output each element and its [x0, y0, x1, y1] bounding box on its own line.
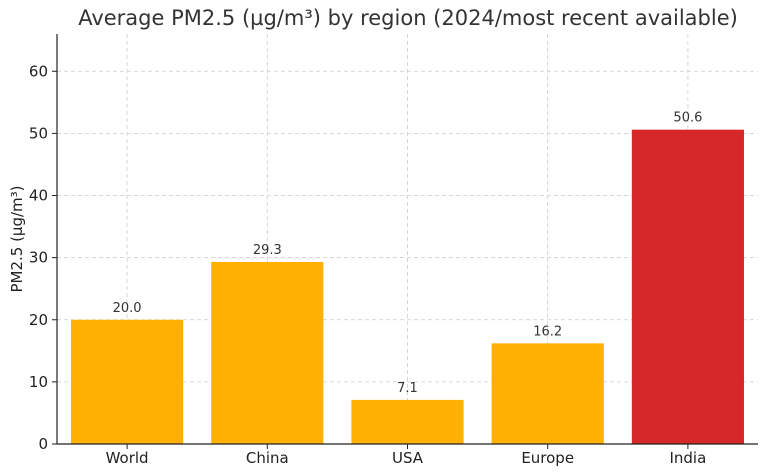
bar-china: [211, 261, 324, 444]
data-label-china: 29.3: [253, 243, 282, 258]
bar-world: [71, 319, 184, 444]
y-tick-label: 10: [29, 373, 48, 391]
data-label-india: 50.6: [673, 111, 702, 126]
y-tick-label: 60: [29, 62, 48, 80]
data-label-world: 20.0: [113, 301, 142, 316]
x-tick-label-usa: USA: [392, 449, 424, 467]
bar-europe: [491, 343, 604, 444]
y-tick-label: 50: [29, 124, 48, 142]
y-tick-label: 30: [29, 249, 48, 267]
bars-layer: [71, 129, 744, 444]
bar-india: [631, 129, 744, 444]
data-labels-layer: 20.0 29.3 7.1 16.2 50.6: [113, 111, 703, 396]
x-tick-label-india: India: [669, 449, 706, 467]
y-tick-label: 40: [29, 187, 48, 205]
y-axis-label: PM2.5 (µg/m³): [8, 185, 26, 292]
data-label-europe: 16.2: [533, 324, 562, 339]
ticks-layer: 0 10 20 30 40 50 60 World China USA Europe India: [29, 62, 706, 467]
bar-usa: [351, 399, 464, 444]
y-tick-label: 0: [38, 435, 48, 453]
x-tick-label-europe: Europe: [521, 449, 574, 467]
data-label-usa: 7.1: [397, 381, 418, 396]
chart-title: Average PM2.5 (µg/m³) by region (2024/mo…: [78, 6, 738, 30]
x-tick-label-world: World: [106, 449, 149, 467]
y-tick-label: 20: [29, 311, 48, 329]
x-tick-label-china: China: [246, 449, 289, 467]
